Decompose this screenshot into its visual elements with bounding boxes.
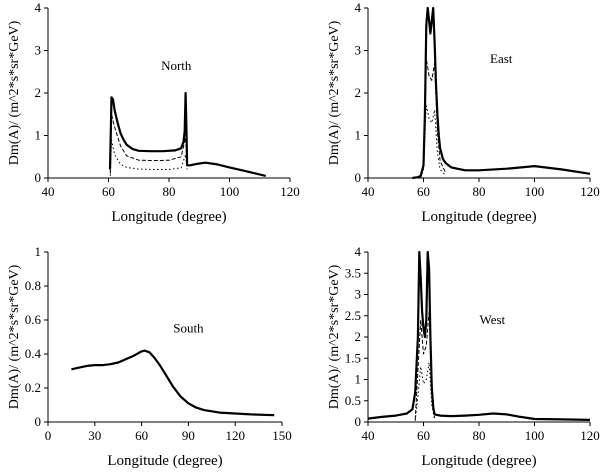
x-tick-label: 150 (272, 428, 292, 443)
y-axis-label: Dm(A)/ (m^2*s*sr*GeV) (7, 264, 22, 409)
x-tick-label: 100 (525, 428, 545, 443)
y-tick-label: 2 (355, 85, 362, 100)
y-tick-label: 0 (355, 170, 362, 185)
panel-south: 0 30 60 90 120 150 0 0.2 0.4 0.6 0.8 1 Longitude (de… (7, 244, 292, 469)
x-tick-label: 80 (473, 428, 486, 443)
y-tick-label: 1.5 (345, 350, 361, 365)
y-axis-label: Dm(A)/ (m^2*s*sr*GeV) (327, 20, 342, 165)
y-tick-label: 3 (35, 43, 42, 58)
series-line-solid (367, 250, 591, 421)
y-tick-label: 1 (35, 244, 42, 259)
series-line-dashed (414, 311, 436, 420)
series-line-solid (71, 349, 275, 417)
y-axis-label: Dm(A)/ (m^2*s*sr*GeV) (7, 20, 22, 165)
series-line-dotted (414, 362, 436, 421)
y-tick-label: 0.6 (25, 312, 42, 327)
x-axis-label: Longitude (degree) (421, 453, 536, 469)
y-axis-label: Dm(A)/ (m^2*s*sr*GeV) (327, 264, 342, 409)
x-tick-label: 40 (362, 428, 375, 443)
x-axis-label: Longitude (degree) (111, 209, 226, 225)
y-tick-label: 2.5 (345, 308, 361, 323)
x-tick-label: 30 (88, 428, 101, 443)
x-tick-label: 120 (580, 184, 600, 199)
x-axis-label: Longitude (degree) (107, 453, 222, 469)
y-tick-label: 4 (355, 244, 362, 259)
y-tick-label: 0.4 (25, 346, 42, 361)
y-tick-label: 3.5 (345, 265, 361, 280)
series-line-solid (108, 91, 267, 177)
panel-label: South (173, 321, 204, 336)
y-tick-label: 2 (35, 85, 42, 100)
panel-north: 40 60 80 100 120 0 1 2 3 4 Longitude (degree) Dm(A)… (7, 0, 300, 225)
series-line-dashed (109, 113, 188, 174)
y-tick-label: 0.8 (25, 278, 41, 293)
y-tick-label: 0 (35, 170, 42, 185)
y-tick-label: 4 (35, 0, 42, 15)
series-line-dashed (420, 58, 447, 178)
y-tick-label: 1 (35, 128, 42, 143)
x-tick-label: 40 (362, 184, 375, 199)
x-tick-label: 60 (102, 184, 115, 199)
x-tick-label: 80 (163, 184, 176, 199)
x-axis-label: Longitude (degree) (421, 209, 536, 225)
y-tick-label: 0.5 (345, 393, 361, 408)
x-tick-label: 0 (45, 428, 52, 443)
y-tick-label: 3 (355, 43, 362, 58)
y-tick-label: 1 (355, 128, 362, 143)
panel-west: 40 60 80 100 120 0 0.5 1 1.5 2 2.5 3 3.5 4 Longitude (… (327, 244, 600, 469)
x-tick-label: 100 (525, 184, 545, 199)
panel-label: West (479, 312, 505, 327)
y-tick-label: 1 (355, 372, 362, 387)
x-tick-label: 60 (417, 428, 430, 443)
x-tick-label: 120 (580, 428, 600, 443)
y-tick-label: 0.2 (25, 380, 41, 395)
y-tick-label: 2 (355, 329, 362, 344)
series-line-dotted (109, 139, 188, 176)
panel-label: North (161, 58, 192, 73)
x-tick-label: 60 (417, 184, 430, 199)
x-tick-label: 90 (182, 428, 195, 443)
y-tick-label: 0 (355, 414, 362, 429)
x-tick-label: 40 (42, 184, 55, 199)
panel-east: 40 60 80 100 120 0 1 2 3 4 Longitude (degree) Dm(A)… (327, 0, 600, 225)
x-tick-label: 80 (473, 184, 486, 199)
x-tick-label: 100 (220, 184, 240, 199)
x-tick-label: 120 (225, 428, 245, 443)
x-tick-label: 60 (135, 428, 148, 443)
panel-label: East (490, 51, 513, 66)
y-tick-label: 4 (355, 0, 362, 15)
x-tick-label: 120 (280, 184, 300, 199)
y-tick-label: 3 (355, 287, 362, 302)
y-tick-label: 0 (35, 414, 42, 429)
